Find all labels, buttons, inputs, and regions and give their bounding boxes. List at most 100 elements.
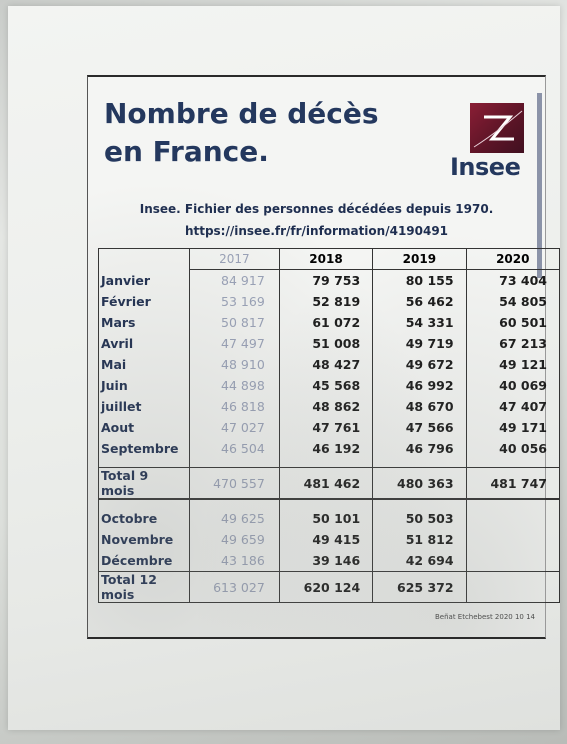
table-row: Mai 48 910 48 427 49 672 49 121 [99, 354, 561, 375]
table-cell: 481 747 [465, 467, 561, 500]
table-cell [465, 571, 561, 603]
table-header-row: 2017 2018 2019 2020 [99, 248, 561, 270]
table-row: Février 53 169 52 819 56 462 54 805 [99, 291, 561, 312]
table-cell: 50 101 [278, 508, 373, 529]
table-cell: 43 186 [189, 550, 280, 572]
table-cell: 42 694 [372, 550, 467, 572]
table-cell: 48 862 [278, 396, 373, 417]
table-cell: 47 027 [189, 417, 280, 438]
table-row: Total 12 mois 613 027 620 124 625 372 [98, 571, 561, 603]
side-accent-bar [537, 93, 542, 278]
table-cell: 51 008 [278, 333, 373, 354]
table-cell: 40 069 [465, 375, 561, 396]
table-cell: 48 427 [278, 354, 373, 375]
table-cell [465, 550, 561, 572]
table-cell: 50 503 [372, 508, 467, 529]
table-cell: 46 992 [372, 375, 467, 396]
table-cell: 470 557 [189, 467, 280, 500]
table-cell: 620 124 [278, 571, 373, 603]
row-label: Septembre [101, 441, 179, 456]
table-cell: 80 155 [372, 269, 467, 291]
table-cell: 481 462 [278, 467, 373, 500]
title-line-2: en France. [104, 135, 269, 168]
table-cell: 54 805 [465, 291, 561, 312]
table-row: Octobre 49 625 50 101 50 503 [99, 508, 561, 529]
year-header: 2017 [189, 248, 280, 270]
deaths-table: 2017 2018 2019 2020 Janvier 84 917 79 753 8… [98, 248, 561, 603]
row-label: Novembre [101, 532, 174, 547]
page-title: Nombre de décès en France. [104, 95, 424, 171]
table-cell: 625 372 [372, 571, 467, 603]
table-row: Janvier 84 917 79 753 80 155 73 404 [99, 269, 561, 291]
table-row: Décembre 43 186 39 146 42 694 [99, 550, 561, 572]
table-row: Total 9 mois 470 557 481 462 480 363 481 747 [98, 467, 561, 500]
insee-logo-icon [470, 103, 524, 153]
table-cell: 46 504 [189, 438, 280, 459]
logo-wordmark: Insee [450, 153, 521, 181]
table-cell: 48 670 [372, 396, 467, 417]
year-header: 2019 [372, 248, 467, 270]
table-cell: 48 910 [189, 354, 280, 375]
table-cell: 39 146 [278, 550, 373, 572]
table-cell: 49 415 [278, 529, 373, 550]
row-label: Mars [101, 315, 136, 330]
source-text: Insee. Fichier des personnes décédées de… [139, 202, 494, 216]
table-cell: 45 568 [278, 375, 373, 396]
table-cell: 46 796 [372, 438, 467, 459]
row-label: Février [101, 294, 151, 309]
table-row: Avril 47 497 51 008 49 719 67 213 [99, 333, 561, 354]
row-label: Avril [101, 336, 134, 351]
row-label: Total 9 mois [98, 467, 190, 500]
table-cell: 40 056 [465, 438, 561, 459]
table-cell: 46 818 [189, 396, 280, 417]
table-cell: 613 027 [189, 571, 280, 603]
table-cell: 47 566 [372, 417, 467, 438]
year-header: 2020 [465, 248, 561, 270]
table-cell: 49 171 [465, 417, 561, 438]
table-cell: 53 169 [189, 291, 280, 312]
row-label: Décembre [101, 553, 173, 568]
header-empty [99, 249, 190, 270]
table-cell: 47 761 [278, 417, 373, 438]
table-cell: 51 812 [372, 529, 467, 550]
row-label: Juin [101, 378, 128, 393]
table-cell: 49 719 [372, 333, 467, 354]
table-cell: 47 407 [465, 396, 561, 417]
row-label: Mai [101, 357, 127, 372]
row-label: Total 12 mois [98, 571, 190, 603]
table-cell [465, 508, 561, 529]
table-cell [465, 529, 561, 550]
table-cell: 73 404 [465, 269, 561, 291]
table-cell: 480 363 [372, 467, 467, 500]
table-cell: 84 917 [189, 269, 280, 291]
source-block: Insee. Fichier des personnes décédées de… [88, 198, 545, 242]
table-cell: 49 672 [372, 354, 467, 375]
monthly-rows: Janvier 84 917 79 753 80 155 73 404 Février 53… [98, 269, 561, 500]
row-label: juillet [101, 399, 142, 414]
spacer-row [99, 459, 561, 468]
table-cell: 67 213 [465, 333, 561, 354]
table-cell: 49 659 [189, 529, 280, 550]
paper-sheet: Nombre de décès en France. Insee Insee. … [8, 6, 561, 730]
table-row: Aout 47 027 47 761 47 566 49 171 [99, 417, 561, 438]
author-credit: Beñat Etchebest 2020 10 14 [434, 613, 535, 621]
table-cell: 60 501 [465, 312, 561, 333]
table-cell: 52 819 [278, 291, 373, 312]
document-page: Nombre de décès en France. Insee Insee. … [87, 75, 561, 639]
table-cell: 56 462 [372, 291, 467, 312]
table-cell: 49 121 [465, 354, 561, 375]
source-url: https://insee.fr/fr/information/4190491 [184, 224, 449, 238]
table-cell: 79 753 [278, 269, 373, 291]
table-cell: 47 497 [189, 333, 280, 354]
table-cell: 49 625 [189, 508, 280, 529]
title-line-1: Nombre de décès [104, 97, 379, 130]
table-cell: 50 817 [189, 312, 280, 333]
table-row: Juin 44 898 45 568 46 992 40 069 [99, 375, 561, 396]
table-row: Novembre 49 659 49 415 51 812 [99, 529, 561, 550]
table-cell: 44 898 [189, 375, 280, 396]
table-row: Mars 50 817 61 072 54 331 60 501 [99, 312, 561, 333]
table-row: juillet 46 818 48 862 48 670 47 407 [99, 396, 561, 417]
row-label: Aout [101, 420, 135, 435]
q4-rows: Octobre 49 625 50 101 50 503 Novembre 49 659 4… [98, 499, 561, 603]
table-cell: 61 072 [278, 312, 373, 333]
